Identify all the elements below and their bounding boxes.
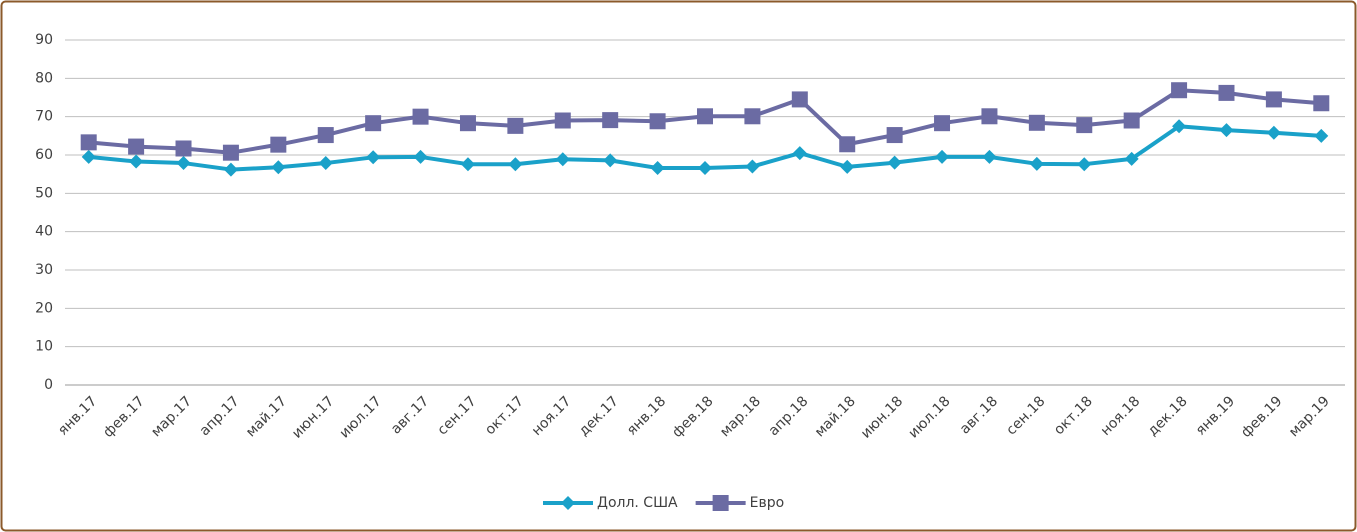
point-marker [1029, 156, 1044, 171]
point-marker [1076, 117, 1093, 134]
point-marker [981, 108, 998, 125]
point-marker [413, 149, 428, 164]
point-marker [412, 108, 429, 125]
point-marker [1028, 114, 1045, 131]
point-marker [791, 91, 808, 108]
point-marker [745, 159, 760, 174]
point-marker [460, 157, 475, 172]
point-marker [650, 161, 665, 176]
point-marker [712, 495, 729, 511]
point-marker [1219, 123, 1234, 138]
point-marker [1314, 128, 1329, 143]
y-tick-label: 80 [35, 70, 53, 86]
point-marker [175, 140, 192, 157]
point-marker [271, 160, 286, 175]
point-marker [1172, 119, 1187, 134]
point-marker [1313, 95, 1330, 112]
point-marker [886, 127, 903, 144]
point-marker [792, 146, 807, 161]
point-marker [128, 138, 145, 155]
point-marker [839, 136, 856, 153]
point-marker [698, 161, 712, 176]
point-marker [602, 112, 619, 129]
point-marker [1123, 112, 1140, 129]
point-marker [555, 152, 570, 167]
point-marker [366, 150, 381, 165]
point-marker [459, 115, 476, 132]
point-marker [1171, 82, 1188, 99]
point-marker [1265, 91, 1282, 108]
point-marker [649, 113, 666, 130]
point-marker [934, 115, 951, 132]
point-marker [80, 134, 97, 151]
point-marker [222, 144, 239, 161]
point-marker [129, 154, 144, 169]
point-marker [81, 149, 96, 164]
point-marker [318, 156, 333, 171]
point-marker [697, 108, 713, 125]
y-tick-label: 50 [35, 185, 53, 201]
legend-label: Долл. США [597, 495, 678, 511]
point-marker [317, 127, 334, 144]
point-marker [840, 159, 855, 174]
point-marker [1266, 125, 1281, 140]
point-marker [507, 117, 524, 134]
point-marker [561, 496, 575, 510]
point-marker [1077, 157, 1092, 172]
y-tick-label: 0 [44, 377, 53, 393]
point-marker [603, 153, 618, 168]
point-marker [223, 162, 238, 177]
y-tick-label: 60 [35, 147, 53, 163]
point-marker [744, 108, 761, 125]
point-marker [365, 115, 382, 132]
point-marker [176, 156, 191, 171]
y-tick-label: 30 [35, 262, 53, 278]
point-marker [554, 112, 571, 129]
y-tick-label: 20 [35, 300, 53, 316]
y-tick-label: 70 [35, 109, 53, 125]
point-marker [935, 149, 950, 164]
point-marker [982, 149, 997, 164]
y-tick-label: 10 [35, 339, 53, 355]
legend-label: Евро [750, 495, 785, 511]
y-tick-label: 40 [35, 224, 53, 240]
point-marker [887, 155, 902, 170]
point-marker [1218, 84, 1235, 101]
y-tick-label: 90 [35, 32, 53, 48]
point-marker [270, 136, 287, 153]
point-marker [508, 157, 523, 172]
point-marker [1124, 151, 1139, 166]
